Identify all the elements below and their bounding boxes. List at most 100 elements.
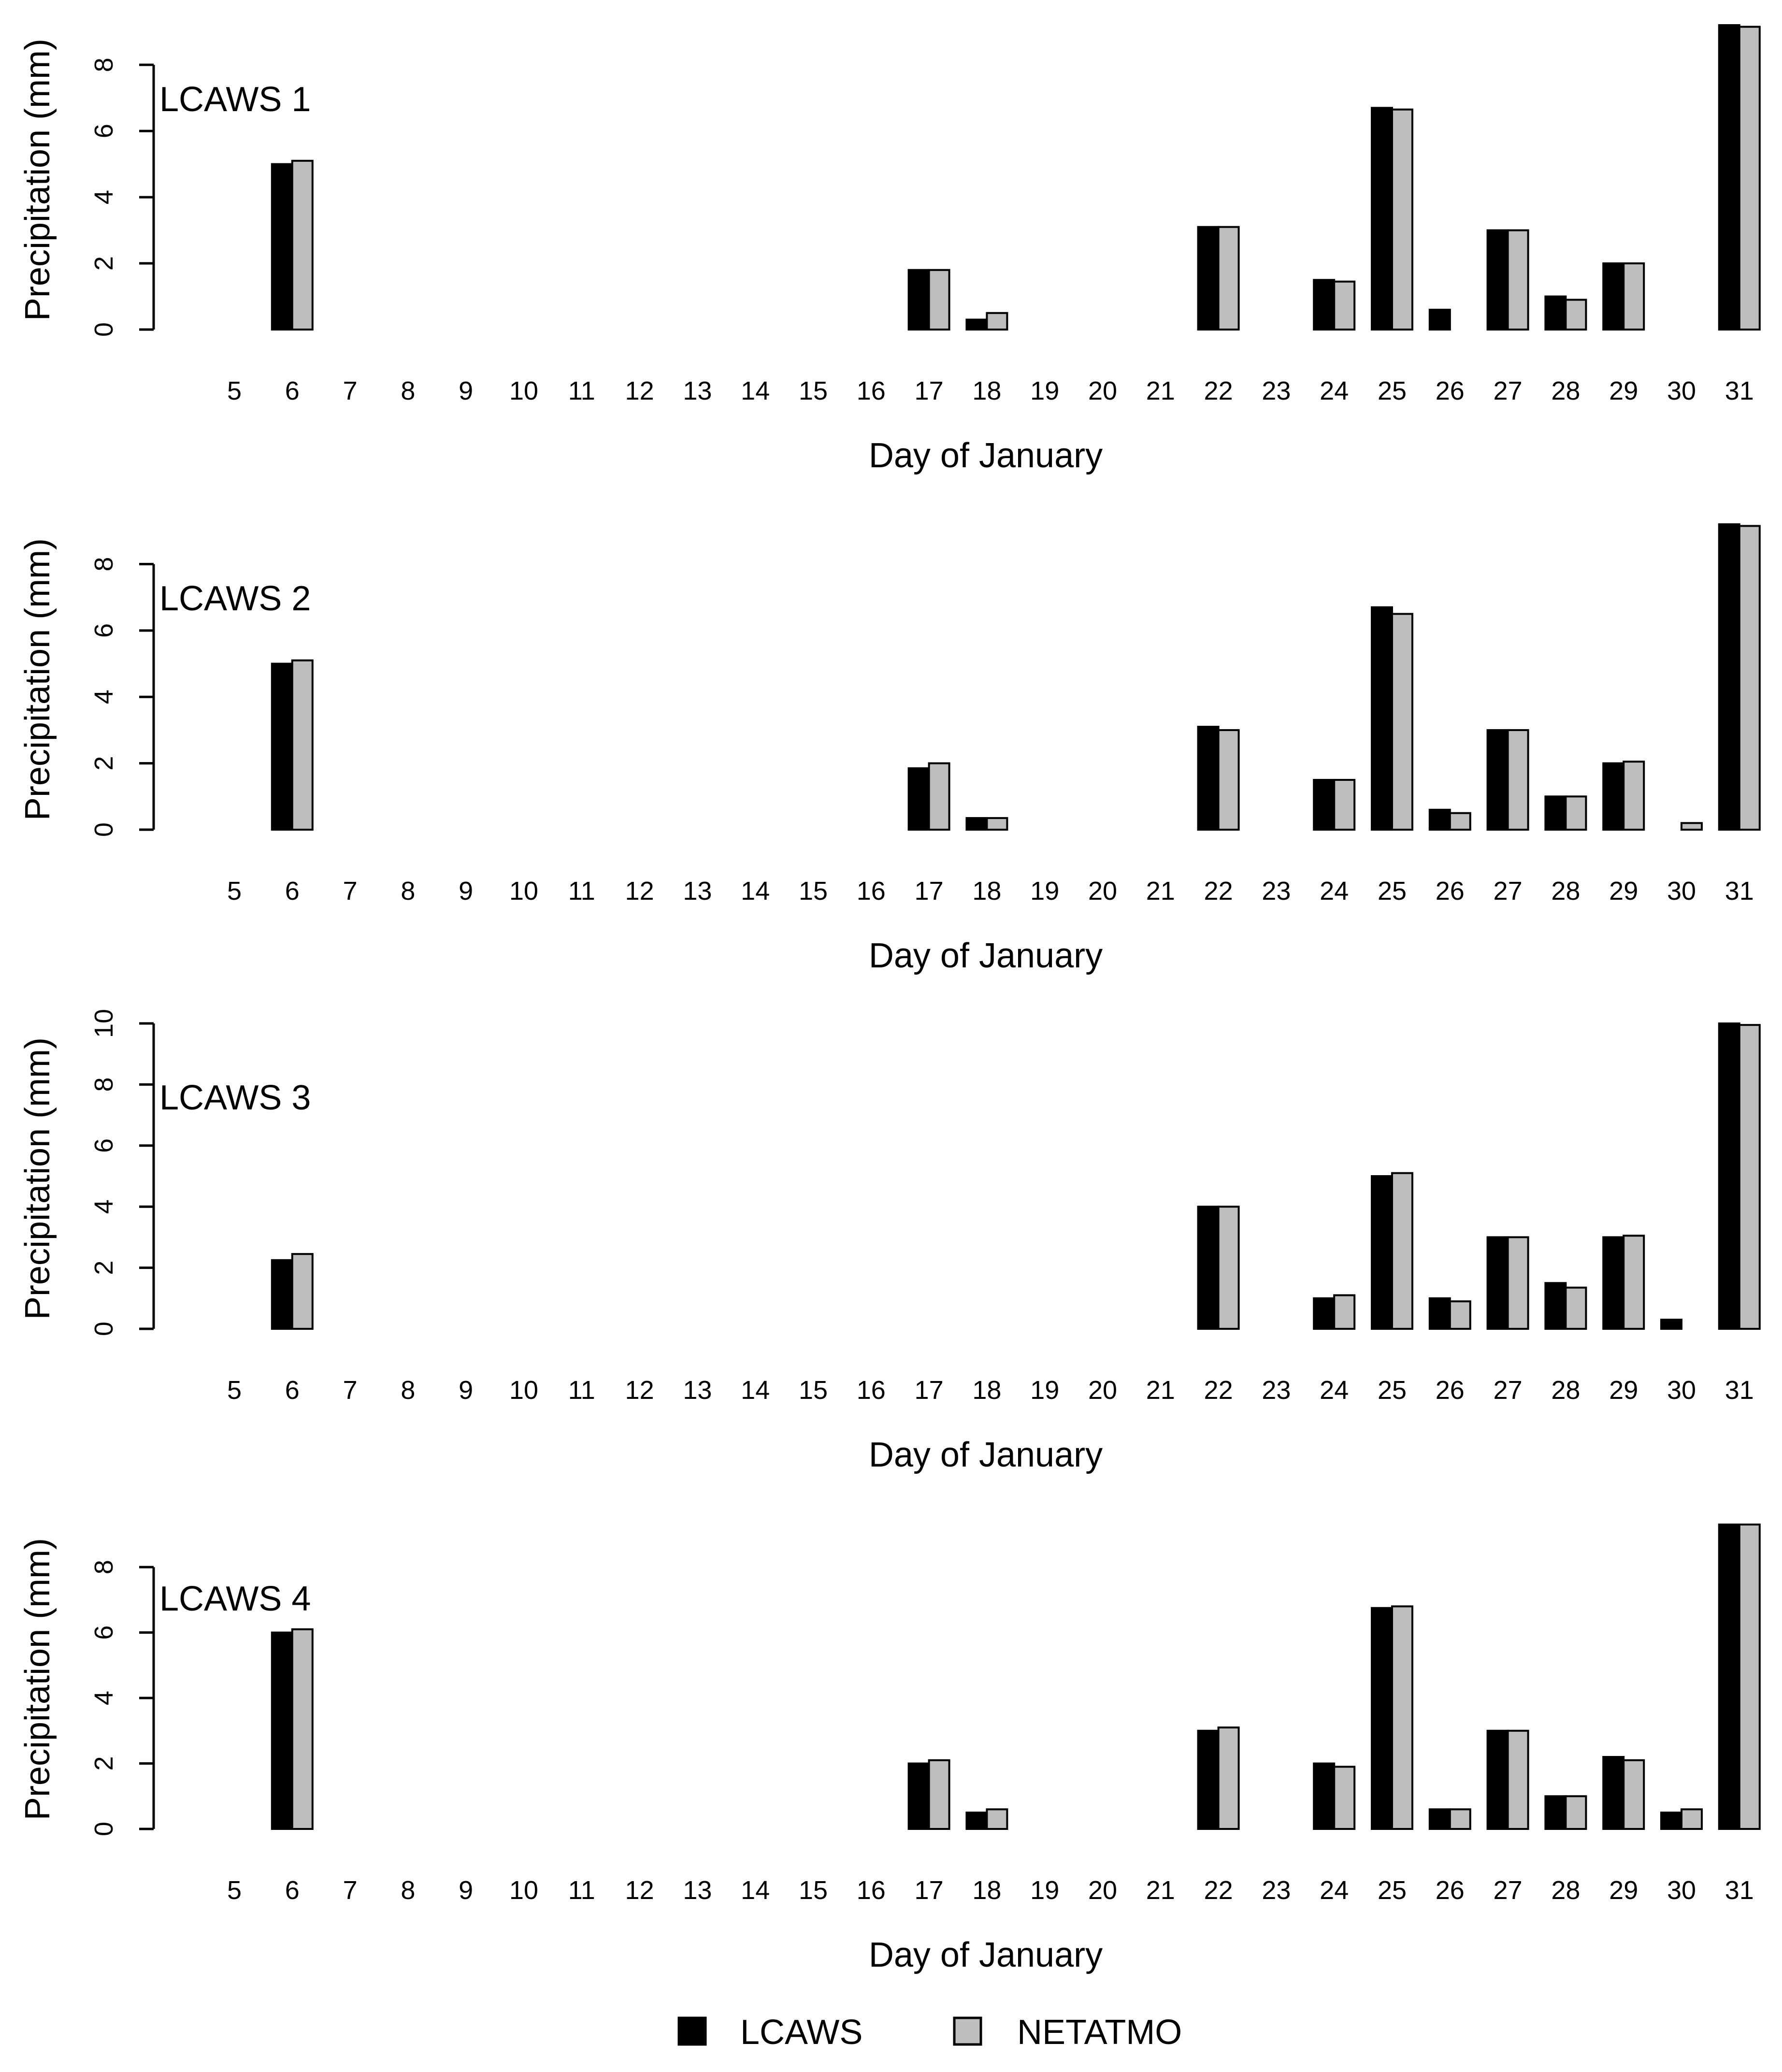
bar-netatmo: [1507, 1729, 1529, 1830]
x-tick-label: 12: [625, 1876, 654, 1905]
x-tick-label: 10: [509, 877, 538, 906]
y-tick-label: 4: [89, 690, 118, 704]
x-tick-label: 5: [227, 376, 242, 405]
x-tick-label: 17: [915, 376, 944, 405]
bar-lcaws: [1602, 1755, 1625, 1830]
y-tick-label: 8: [89, 557, 118, 571]
bar-lcaws: [1428, 308, 1451, 331]
x-tick-label: 20: [1088, 877, 1117, 906]
x-tick-label: 9: [459, 877, 473, 906]
bar-lcaws: [1197, 226, 1220, 331]
bar-lcaws: [965, 318, 988, 331]
x-tick-label: 5: [227, 1876, 242, 1905]
y-tick-label: 8: [89, 58, 118, 72]
x-tick-label: 14: [741, 1376, 770, 1405]
x-tick-label: 14: [741, 877, 770, 906]
x-tick-label: 12: [625, 1376, 654, 1405]
y-axis-title: Precipitation (mm): [18, 39, 57, 321]
x-tick-label: 28: [1551, 1376, 1580, 1405]
x-tick-label: 21: [1146, 1876, 1175, 1905]
bar-lcaws: [1718, 24, 1740, 331]
legend-swatch-netatmo: [953, 2016, 982, 2046]
bar-netatmo: [1623, 1759, 1645, 1830]
y-tick-label: 4: [89, 1199, 118, 1214]
x-tick-label: 17: [915, 1376, 944, 1405]
x-tick-label: 16: [857, 1876, 886, 1905]
x-tick-label: 5: [227, 877, 242, 906]
x-tick-label: 7: [343, 1376, 358, 1405]
x-tick-label: 25: [1378, 376, 1407, 405]
bar-netatmo: [928, 1759, 950, 1830]
x-tick-label: 16: [857, 1376, 886, 1405]
bar-lcaws: [1602, 762, 1625, 831]
x-tick-label: 9: [459, 376, 473, 405]
x-tick-label: 23: [1262, 376, 1291, 405]
x-tick-label: 10: [509, 1876, 538, 1905]
x-axis-title: Day of January: [869, 436, 1103, 475]
legend-swatch-lcaws: [677, 2016, 707, 2046]
x-tick-label: 5: [227, 1376, 242, 1405]
x-tick-label: 23: [1262, 1376, 1291, 1405]
bar-netatmo: [1333, 778, 1356, 831]
bar-lcaws: [1197, 1729, 1220, 1830]
x-tick-label: 15: [799, 376, 828, 405]
bar-lcaws: [271, 1631, 293, 1830]
x-tick-label: 22: [1204, 877, 1233, 906]
bar-netatmo: [1681, 1808, 1703, 1830]
x-tick-label: 7: [343, 376, 358, 405]
bar-lcaws: [1313, 279, 1336, 331]
x-tick-label: 20: [1088, 376, 1117, 405]
y-axis-title: Precipitation (mm): [18, 538, 57, 820]
x-tick-label: 18: [972, 1876, 1001, 1905]
bar-lcaws: [965, 817, 988, 831]
bar-lcaws: [1486, 729, 1509, 831]
bar-lcaws: [1428, 1297, 1451, 1330]
x-tick-label: 10: [509, 376, 538, 405]
x-tick-label: 12: [625, 877, 654, 906]
bar-lcaws: [1544, 295, 1567, 331]
bar-lcaws: [965, 1812, 988, 1830]
bar-lcaws: [271, 1259, 293, 1330]
x-tick-label: 28: [1551, 877, 1580, 906]
x-tick-label: 21: [1146, 877, 1175, 906]
bar-lcaws: [907, 269, 930, 331]
bar-lcaws: [1313, 778, 1336, 831]
x-tick-label: 8: [401, 376, 415, 405]
x-tick-label: 11: [568, 1876, 595, 1905]
y-tick-label: 4: [89, 190, 118, 204]
x-tick-label: 13: [683, 376, 712, 405]
bar-netatmo: [291, 1253, 314, 1330]
x-tick-label: 31: [1725, 877, 1754, 906]
bar-netatmo: [1449, 812, 1471, 831]
x-tick-label: 24: [1320, 1376, 1349, 1405]
x-tick-label: 20: [1088, 1376, 1117, 1405]
x-tick-label: 21: [1146, 1376, 1175, 1405]
bar-netatmo: [1738, 1024, 1761, 1330]
bar-netatmo: [1565, 1795, 1587, 1830]
x-axis-title: Day of January: [869, 1936, 1103, 1974]
x-tick-label: 17: [915, 1876, 944, 1905]
bar-lcaws: [1371, 107, 1393, 331]
bar-netatmo: [1565, 1286, 1587, 1330]
bar-netatmo: [1391, 1605, 1413, 1830]
x-tick-label: 11: [568, 877, 595, 906]
x-tick-label: 29: [1609, 1376, 1638, 1405]
x-tick-label: 30: [1667, 376, 1696, 405]
y-tick-label: 2: [89, 256, 118, 271]
bar-lcaws: [1371, 606, 1393, 831]
bar-netatmo: [1565, 299, 1587, 331]
x-tick-label: 30: [1667, 1876, 1696, 1905]
x-tick-label: 26: [1436, 1376, 1465, 1405]
legend-label-lcaws: LCAWS: [740, 2013, 862, 2052]
bar-lcaws: [1428, 808, 1451, 831]
x-tick-label: 13: [683, 1376, 712, 1405]
x-tick-label: 6: [285, 1876, 300, 1905]
bar-netatmo: [1507, 1236, 1529, 1330]
x-tick-label: 6: [285, 877, 300, 906]
x-tick-label: 25: [1378, 1376, 1407, 1405]
x-tick-label: 12: [625, 376, 654, 405]
